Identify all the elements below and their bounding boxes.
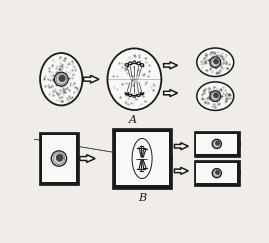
Bar xyxy=(115,132,169,185)
Ellipse shape xyxy=(197,48,234,77)
Bar xyxy=(39,132,79,185)
Ellipse shape xyxy=(40,53,82,105)
Polygon shape xyxy=(164,90,178,96)
Ellipse shape xyxy=(107,48,161,110)
Bar xyxy=(195,171,197,175)
Bar xyxy=(42,135,76,182)
Circle shape xyxy=(54,72,68,86)
Bar xyxy=(239,171,241,175)
Polygon shape xyxy=(164,62,178,69)
Circle shape xyxy=(215,141,220,145)
Bar xyxy=(196,134,237,154)
Bar xyxy=(170,156,173,161)
Circle shape xyxy=(56,154,63,161)
Polygon shape xyxy=(80,155,95,162)
Circle shape xyxy=(212,169,221,178)
Text: B: B xyxy=(138,193,146,203)
Polygon shape xyxy=(174,143,188,150)
Ellipse shape xyxy=(197,82,234,110)
Circle shape xyxy=(214,93,218,98)
Circle shape xyxy=(212,139,221,148)
Bar xyxy=(195,142,197,146)
Polygon shape xyxy=(84,75,99,83)
Bar xyxy=(40,156,43,161)
Bar xyxy=(239,142,241,146)
Bar xyxy=(77,156,80,161)
Bar xyxy=(194,160,240,186)
Circle shape xyxy=(210,57,221,68)
Circle shape xyxy=(59,75,65,82)
Text: A: A xyxy=(129,115,137,125)
Circle shape xyxy=(210,91,221,102)
Circle shape xyxy=(214,59,218,64)
Polygon shape xyxy=(174,167,188,174)
Circle shape xyxy=(215,170,220,174)
Bar xyxy=(194,131,240,156)
Bar xyxy=(112,129,172,189)
Circle shape xyxy=(51,151,67,166)
Bar xyxy=(196,163,237,183)
Bar xyxy=(114,156,116,161)
